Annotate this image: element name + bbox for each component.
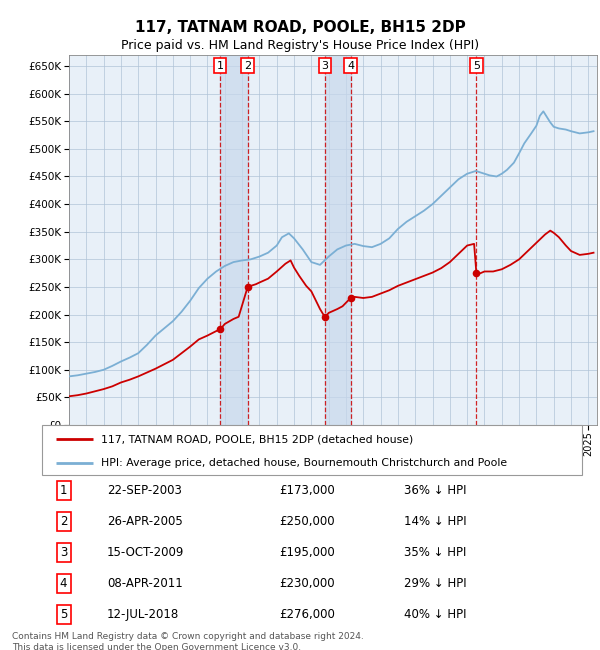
Text: 4: 4	[347, 60, 354, 71]
Text: 22-SEP-2003: 22-SEP-2003	[107, 484, 182, 497]
Text: 12-JUL-2018: 12-JUL-2018	[107, 608, 179, 621]
Text: 1: 1	[217, 60, 224, 71]
Text: 1: 1	[60, 484, 67, 497]
Text: 5: 5	[473, 60, 480, 71]
Text: Contains HM Land Registry data © Crown copyright and database right 2024.: Contains HM Land Registry data © Crown c…	[12, 632, 364, 641]
Text: 5: 5	[60, 608, 67, 621]
Text: 14% ↓ HPI: 14% ↓ HPI	[404, 515, 466, 528]
Text: 117, TATNAM ROAD, POOLE, BH15 2DP: 117, TATNAM ROAD, POOLE, BH15 2DP	[134, 21, 466, 36]
Text: 36% ↓ HPI: 36% ↓ HPI	[404, 484, 466, 497]
Text: 40% ↓ HPI: 40% ↓ HPI	[404, 608, 466, 621]
Text: £230,000: £230,000	[280, 577, 335, 590]
Text: 2: 2	[244, 60, 251, 71]
Text: This data is licensed under the Open Government Licence v3.0.: This data is licensed under the Open Gov…	[12, 643, 301, 650]
Text: 3: 3	[60, 546, 67, 559]
Text: 29% ↓ HPI: 29% ↓ HPI	[404, 577, 466, 590]
Text: £195,000: £195,000	[280, 546, 335, 559]
Text: Price paid vs. HM Land Registry's House Price Index (HPI): Price paid vs. HM Land Registry's House …	[121, 40, 479, 53]
Text: 3: 3	[322, 60, 329, 71]
Text: £173,000: £173,000	[280, 484, 335, 497]
Text: 117, TATNAM ROAD, POOLE, BH15 2DP (detached house): 117, TATNAM ROAD, POOLE, BH15 2DP (detac…	[101, 434, 413, 444]
Text: 4: 4	[60, 577, 67, 590]
Text: 2: 2	[60, 515, 67, 528]
Text: 35% ↓ HPI: 35% ↓ HPI	[404, 546, 466, 559]
Text: 15-OCT-2009: 15-OCT-2009	[107, 546, 184, 559]
Text: 08-APR-2011: 08-APR-2011	[107, 577, 182, 590]
Bar	[220, 55, 248, 425]
Text: 26-APR-2005: 26-APR-2005	[107, 515, 182, 528]
Text: HPI: Average price, detached house, Bournemouth Christchurch and Poole: HPI: Average price, detached house, Bour…	[101, 458, 508, 467]
Text: £250,000: £250,000	[280, 515, 335, 528]
Text: £276,000: £276,000	[280, 608, 335, 621]
Bar	[325, 55, 350, 425]
